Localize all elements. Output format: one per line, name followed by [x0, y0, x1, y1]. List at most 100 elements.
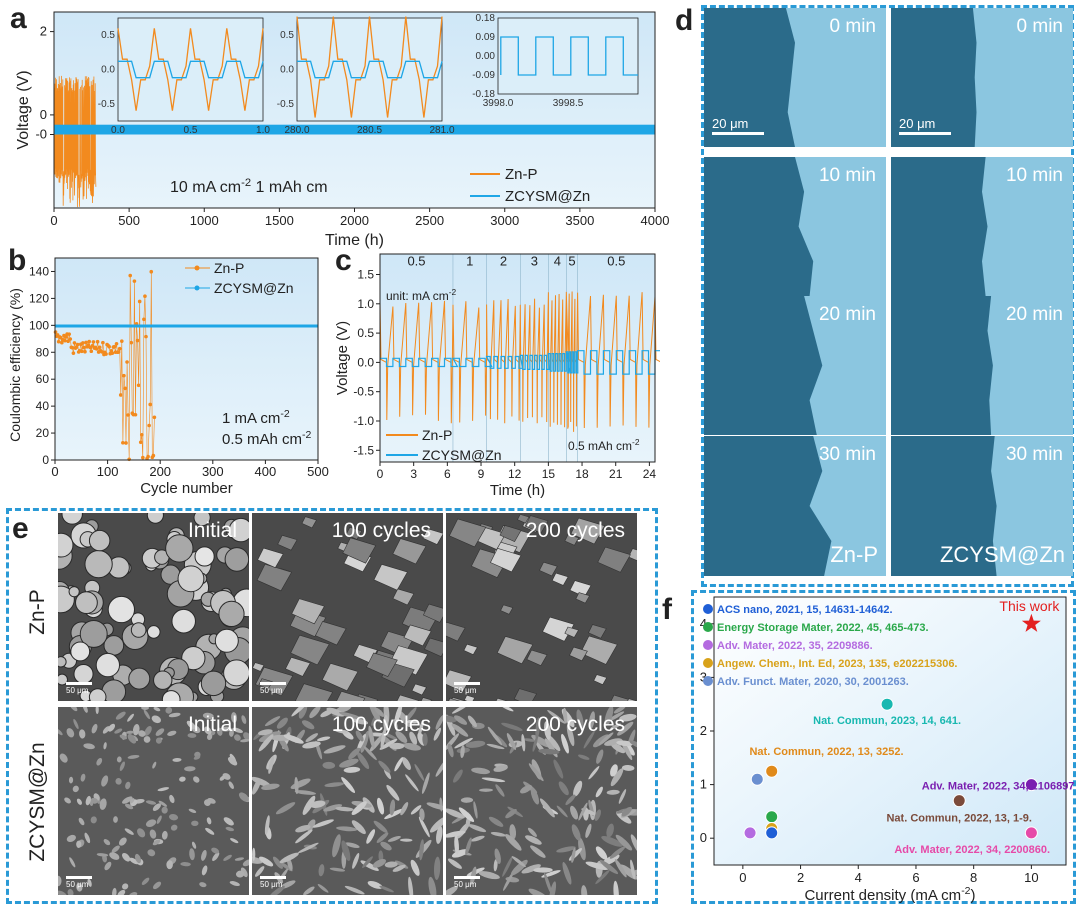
grain — [155, 737, 162, 744]
micrograph-canvas — [704, 8, 795, 147]
legend-label: Adv. Funct. Mater, 2020, 30, 2001263. — [717, 676, 909, 688]
x-tick-label: 9 — [478, 467, 485, 481]
grain — [341, 777, 356, 793]
grain — [521, 733, 526, 752]
grain — [141, 877, 150, 885]
grain — [103, 839, 111, 846]
flake — [252, 662, 265, 672]
inset-x-tick-label: 1.0 — [256, 125, 270, 136]
grain — [384, 861, 398, 868]
grain — [127, 713, 134, 722]
micrograph-canvas — [891, 157, 988, 296]
grain — [394, 757, 403, 772]
grain — [291, 707, 309, 717]
micrograph-zcysm-1: 10 min — [891, 157, 1073, 296]
inset-y-tick-label: -0.18 — [472, 89, 495, 100]
legend-marker-zcysm — [194, 285, 200, 291]
data-point — [1024, 826, 1038, 840]
particle — [88, 529, 111, 552]
flake — [448, 518, 487, 548]
flake — [526, 649, 548, 667]
point-label: Adv. Mater, 2022, 34, 2200860. — [894, 844, 1050, 856]
grain — [309, 707, 321, 719]
grain — [384, 808, 405, 820]
grain — [187, 733, 197, 738]
grain — [578, 754, 590, 760]
zinc-region — [891, 436, 997, 576]
grain — [119, 734, 128, 740]
grain — [471, 767, 491, 775]
grain — [601, 836, 623, 847]
sem-label: 100 cycles — [331, 519, 431, 542]
point-label: Adv. Mater, 2022, 34, 2106897. — [922, 781, 1074, 793]
grain — [295, 824, 311, 833]
flake — [551, 572, 569, 586]
grain — [478, 871, 500, 880]
grain — [68, 776, 74, 784]
grain — [583, 730, 595, 749]
particle — [228, 517, 249, 543]
grain — [409, 731, 418, 745]
grain — [152, 803, 161, 811]
grain — [279, 861, 293, 872]
grain — [604, 707, 614, 726]
unit-note: unit: mA cm-2 — [386, 287, 456, 303]
grain — [91, 723, 98, 734]
grain — [101, 775, 109, 787]
grain — [138, 730, 146, 737]
particle — [58, 532, 74, 558]
grain — [124, 828, 134, 835]
inset-x-tick-label: 3998.0 — [483, 98, 514, 109]
x-tick-label: 0 — [50, 213, 57, 228]
grain — [332, 834, 341, 858]
grain — [481, 777, 506, 783]
sem-scale-bar: 50 μm — [260, 682, 286, 695]
grain — [621, 764, 635, 771]
grain — [234, 857, 245, 861]
grain — [368, 707, 381, 723]
grain — [76, 840, 82, 848]
inset-y-tick-label: -0.09 — [472, 70, 495, 81]
flake — [588, 624, 607, 639]
grain — [344, 885, 365, 895]
grain — [585, 823, 592, 838]
time-label: 10 min — [818, 165, 876, 186]
grain — [629, 740, 637, 749]
y-tick-label: -1.5 — [353, 443, 374, 457]
grain — [383, 714, 389, 731]
grain — [102, 726, 110, 734]
grain — [578, 802, 588, 821]
grain — [595, 869, 610, 885]
grain — [295, 829, 313, 844]
grain — [145, 819, 157, 827]
condition-annotation: 10 mA cm-2 1 mAh cm — [170, 177, 328, 196]
grain — [571, 847, 576, 863]
point-label: Nat. Commun, 2022, 13, 3252. — [749, 746, 903, 758]
inset-x-tick-label: 3998.5 — [553, 98, 584, 109]
grain — [465, 740, 486, 748]
grain — [613, 707, 626, 714]
grain — [562, 861, 572, 885]
grain — [433, 727, 442, 741]
grain — [137, 828, 146, 838]
grain — [527, 827, 537, 837]
sem-image-zcysm-0: Initial 50 μm — [58, 707, 249, 895]
grain — [606, 823, 614, 838]
x-tick-label: 18 — [575, 467, 589, 481]
flake — [597, 546, 631, 573]
grain — [403, 707, 417, 724]
grain — [451, 723, 469, 737]
x-tick-label: 6 — [444, 467, 451, 481]
grain — [69, 857, 76, 868]
point-label: Nat. Commun, 2023, 14, 641. — [813, 715, 961, 727]
micrograph-zn-p-0: 0 min 20 μm — [704, 8, 886, 147]
grain — [609, 846, 626, 859]
grain — [525, 835, 542, 845]
chart-a: 0 500 1000 1500 2000 2500 3000 3500 4000 -0 0 2 Time… — [15, 11, 669, 249]
grain — [404, 719, 420, 724]
grain — [352, 718, 369, 725]
plot-frame — [54, 257, 319, 461]
grain — [252, 847, 256, 861]
grain — [193, 776, 200, 783]
grain — [428, 876, 437, 895]
